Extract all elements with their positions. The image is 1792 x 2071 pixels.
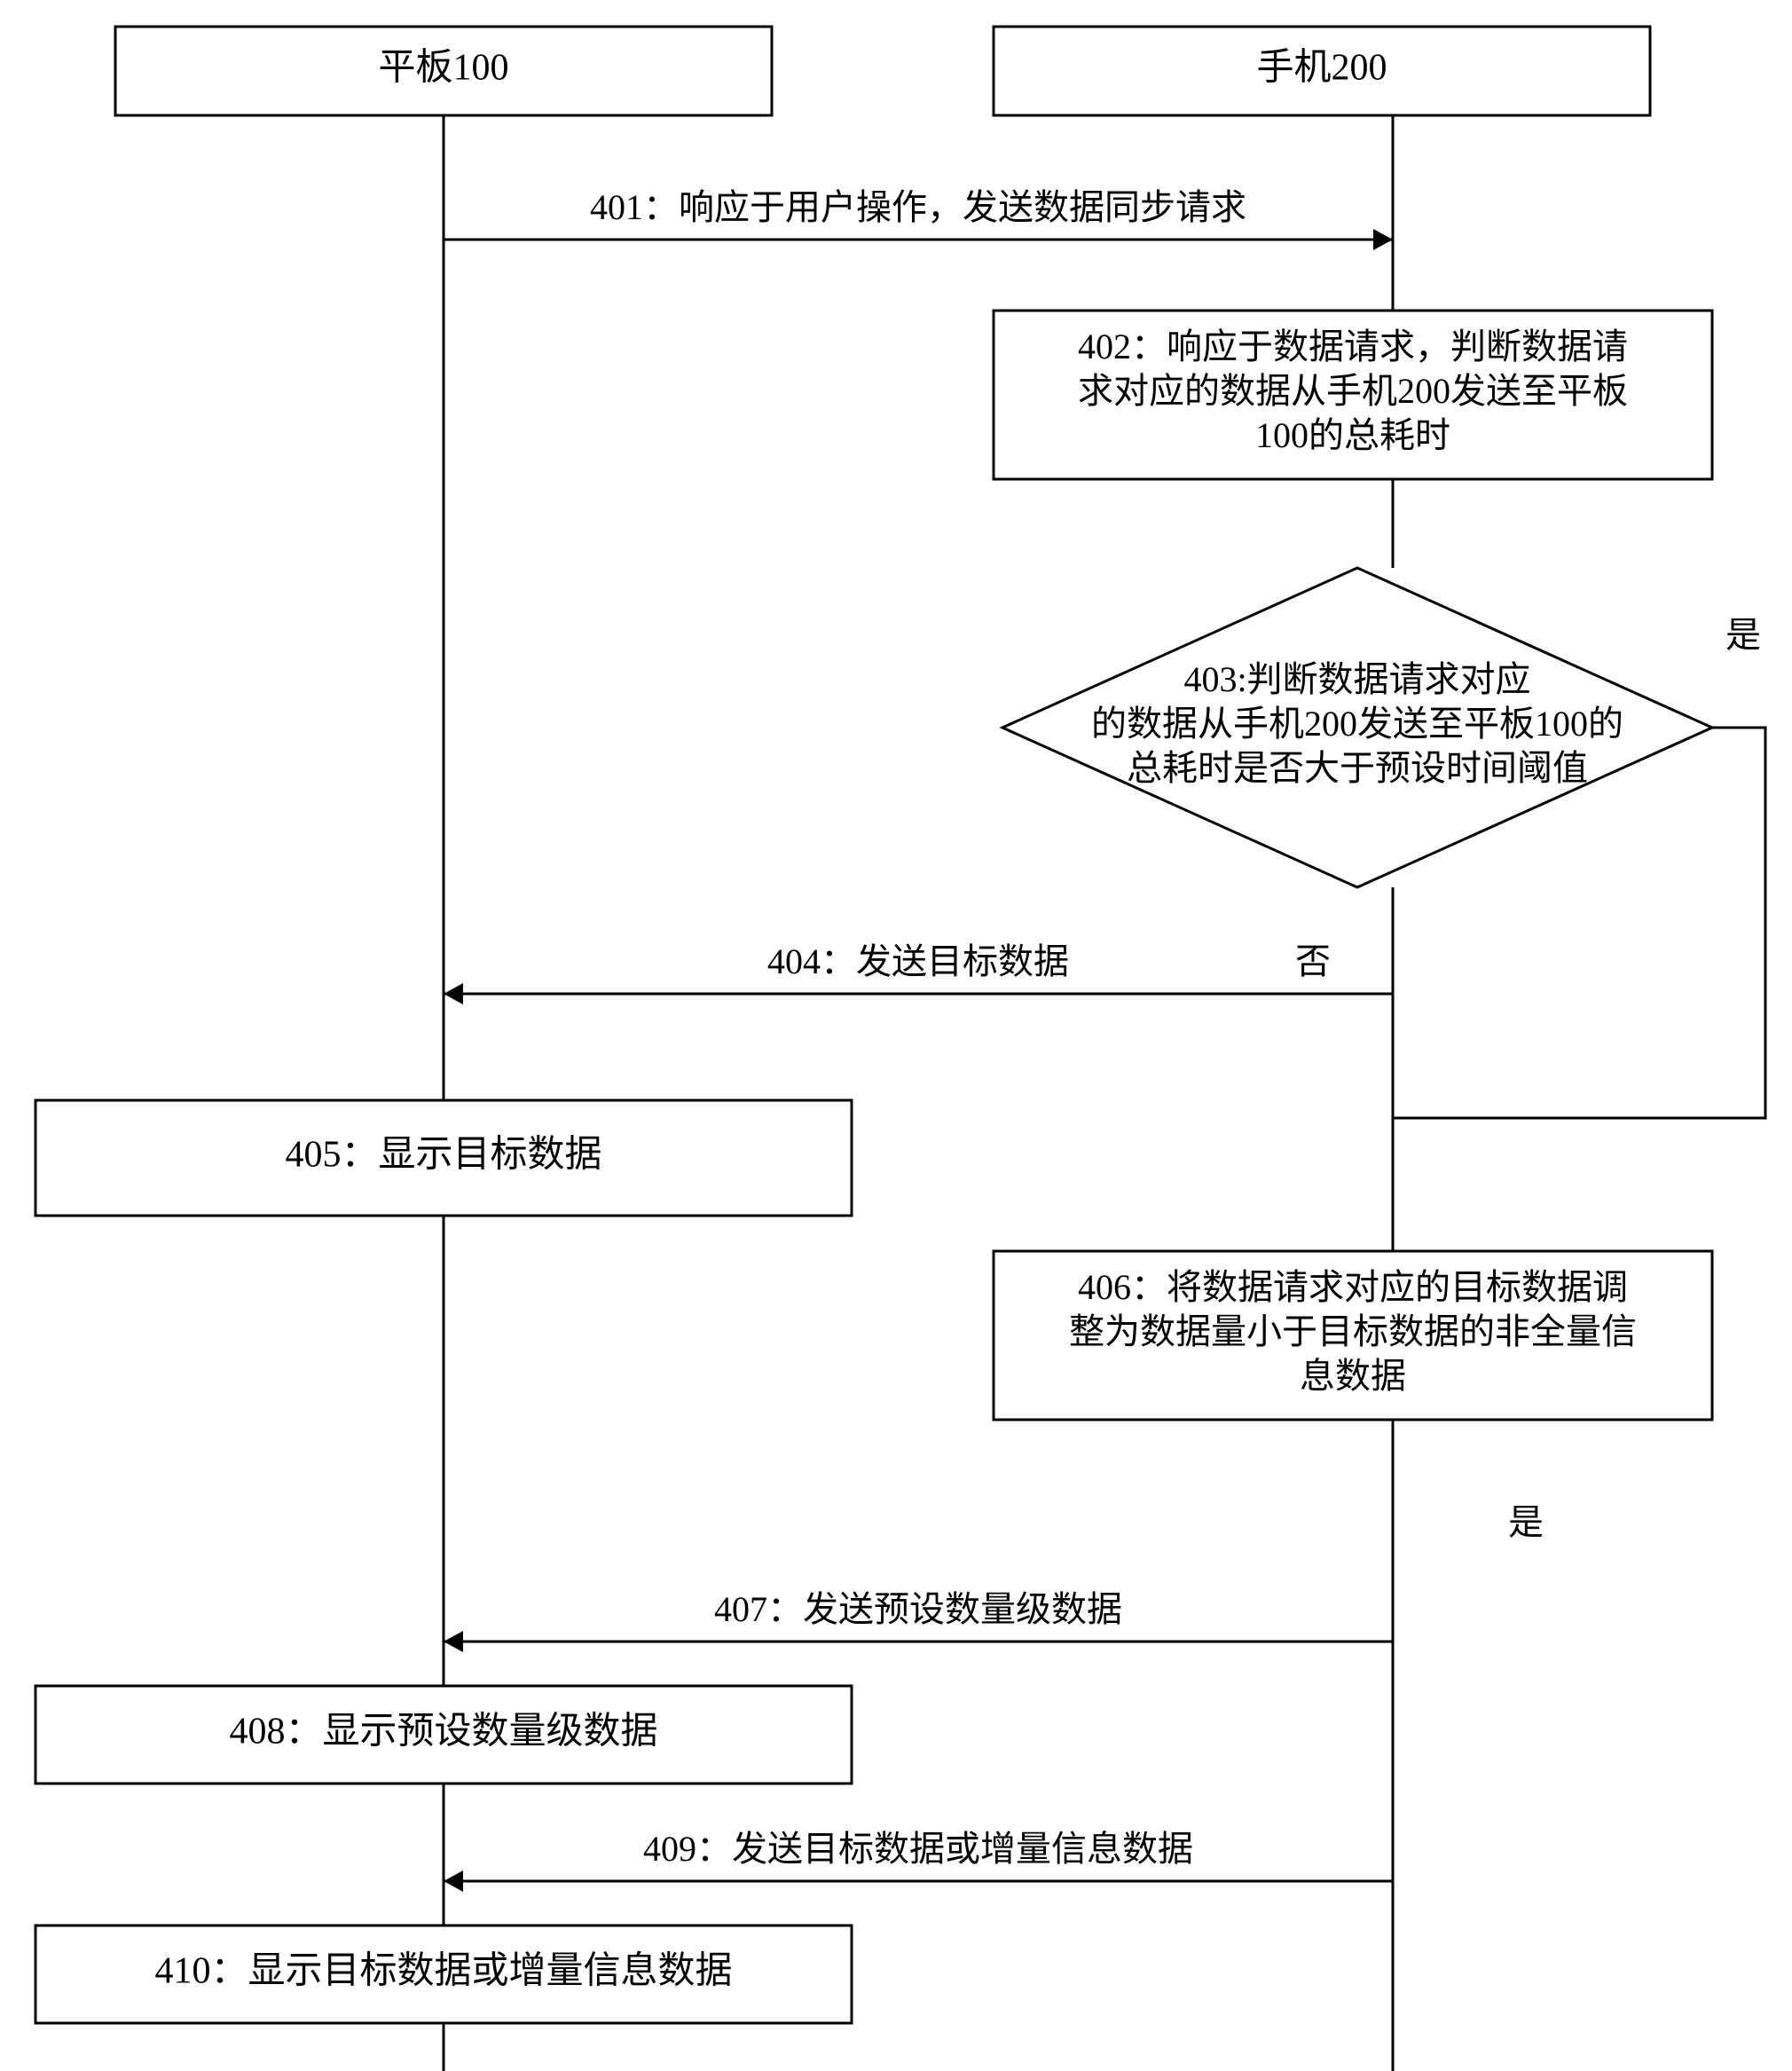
n403-line2: 的数据从手机200发送至平板100的 (1091, 704, 1623, 744)
n403-line1: 403:判断数据请求对应 (1183, 659, 1530, 699)
n405-label: 405：显示目标数据 (285, 1135, 601, 1176)
arrow-head (1373, 229, 1393, 250)
no_lbl: 否 (1295, 941, 1331, 981)
arrow-head (444, 983, 463, 1004)
m407-label: 407：发送预设数量级数据 (714, 1589, 1122, 1629)
n410-label: 410：显示目标数据或增量信息数据 (154, 1950, 732, 1992)
yes_lbl: 是 (1725, 615, 1761, 655)
n408-label: 408：显示预设数量级数据 (229, 1712, 657, 1752)
arrow-head (444, 1870, 463, 1892)
arrow-head (444, 1631, 463, 1652)
n403-line3: 总耗时是否大于预设时间阈值 (1127, 748, 1588, 788)
rightHead-label: 手机200 (1256, 48, 1387, 89)
m401-label: 401：响应于用户操作，发送数据同步请求 (590, 187, 1246, 227)
m404-label: 404：发送目标数据 (767, 941, 1069, 981)
yes2_lbl: 是 (1508, 1502, 1544, 1542)
n402-line3: 100的总耗时 (1255, 415, 1450, 455)
n402-line2: 求对应的数据从手机200发送至平板 (1078, 371, 1628, 411)
sequence-diagram: 401：响应于用户操作，发送数据同步请求是404：发送目标数据否是407：发送预… (0, 0, 1792, 2071)
n406-line1: 406：将数据请求对应的目标数据调 (1078, 1267, 1628, 1307)
leftHead-label: 平板100 (378, 48, 508, 89)
n402-line1: 402：响应于数据请求，判断数据请 (1078, 327, 1628, 366)
n406-line2: 整为数据量小于目标数据的非全量信 (1069, 1311, 1637, 1351)
n406-line3: 息数据 (1300, 1356, 1406, 1396)
m409-label: 409：发送目标数据或增量信息数据 (643, 1829, 1193, 1869)
